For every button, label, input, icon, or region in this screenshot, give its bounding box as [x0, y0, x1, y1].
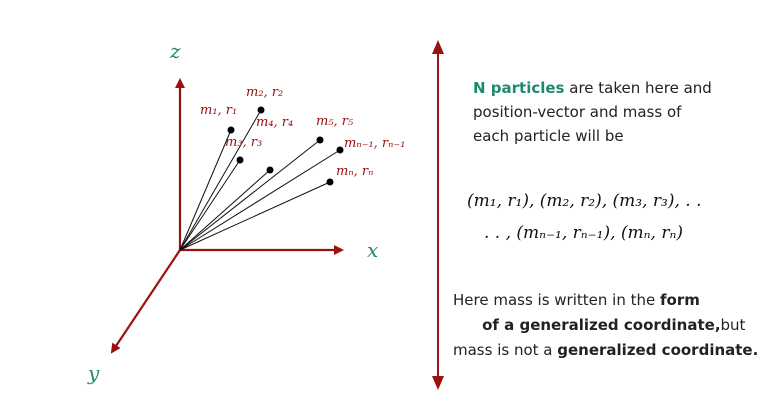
particle-label: m₁, r₁ [200, 103, 237, 118]
bold-text: generalized coordinate. [557, 341, 758, 359]
bold-text: form [660, 291, 700, 309]
text: Here mass is written in the [453, 291, 660, 309]
note-line: of a generalized coordinate,but [453, 316, 760, 334]
particle-label: m₅, r₅ [316, 114, 354, 129]
x-label: x [367, 238, 378, 262]
note-line: mass is not a generalized coordinate. [453, 341, 758, 359]
formula-line: (m₁, r₁), (m₂, r₂), (m₃, r₃), . . [467, 191, 701, 211]
highlight: N particles [473, 79, 565, 97]
description-line: N particles are taken here and [473, 79, 712, 97]
text: mass is not a [453, 341, 557, 359]
particle-label: m₂, r₂ [246, 85, 283, 100]
text: but [721, 316, 746, 334]
particle-label: m₄, r₄ [256, 115, 293, 130]
particles [227, 106, 344, 186]
formula-line: . . , (mₙ₋₁, rₙ₋₁), (mₙ, rₙ) [484, 223, 683, 243]
axes [110, 78, 344, 354]
text: are taken here and [564, 79, 711, 97]
description-line: each particle will be [473, 127, 624, 145]
rays [179, 109, 341, 251]
z-label: z [169, 39, 181, 63]
note-line: Here mass is written in the form [453, 291, 700, 309]
particle-label: mₙ, rₙ [336, 164, 373, 179]
description-line: position-vector and mass of [473, 103, 682, 121]
y-axis [110, 249, 181, 354]
particle-label: m₃, r₃ [225, 135, 262, 150]
particle-label: mₙ₋₁, rₙ₋₁ [344, 136, 406, 151]
y-label: y [87, 361, 100, 385]
bold-text: of a generalized coordinate, [477, 316, 721, 334]
